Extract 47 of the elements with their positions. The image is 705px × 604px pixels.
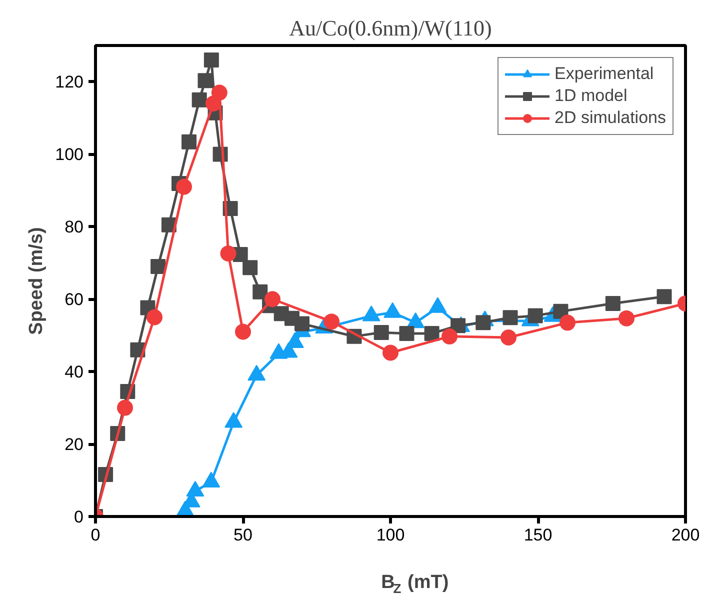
point xyxy=(117,400,133,416)
point xyxy=(450,318,466,334)
point xyxy=(528,308,543,324)
point xyxy=(500,330,516,346)
chart-title: Au/Co(0.6nm)/W(110) xyxy=(289,16,492,40)
y-tick-label: 100 xyxy=(55,145,84,164)
point xyxy=(442,328,458,344)
point xyxy=(294,316,310,332)
point xyxy=(324,314,340,330)
y-tick-label: 20 xyxy=(64,435,84,454)
point xyxy=(605,296,620,311)
x-tick-label: 50 xyxy=(234,526,252,544)
y-tick-label: 60 xyxy=(64,290,84,310)
point xyxy=(176,178,192,195)
point xyxy=(220,245,236,262)
point xyxy=(656,289,672,304)
point xyxy=(476,315,491,330)
point xyxy=(374,324,389,340)
y-axis-title: Speed (m/s) xyxy=(26,227,48,335)
point xyxy=(399,326,414,342)
y-tick-label: 80 xyxy=(64,218,84,237)
point xyxy=(182,134,197,150)
point xyxy=(252,284,268,300)
point xyxy=(382,344,398,361)
x-tick-label: 200 xyxy=(671,526,700,544)
x-tick-label: 100 xyxy=(376,526,405,544)
legend-label: 1D model xyxy=(554,86,628,106)
point xyxy=(150,259,166,274)
point xyxy=(502,310,518,326)
point xyxy=(146,309,162,326)
point xyxy=(198,73,213,88)
y-tick-label: 0 xyxy=(74,508,84,526)
point xyxy=(242,260,258,276)
point xyxy=(204,52,219,68)
legend-label: Experimental xyxy=(554,64,654,84)
point xyxy=(235,324,251,340)
point xyxy=(211,84,228,101)
point xyxy=(618,310,634,326)
point xyxy=(192,92,207,108)
x-tick-label: 150 xyxy=(524,526,552,544)
point xyxy=(264,291,280,308)
y-tick-label: 120 xyxy=(55,72,84,92)
point xyxy=(424,326,440,342)
legend-label: 2D simulations xyxy=(554,108,666,128)
y-tick-label: 40 xyxy=(64,362,84,382)
x-tick-label: 0 xyxy=(90,526,100,544)
point xyxy=(560,314,576,331)
